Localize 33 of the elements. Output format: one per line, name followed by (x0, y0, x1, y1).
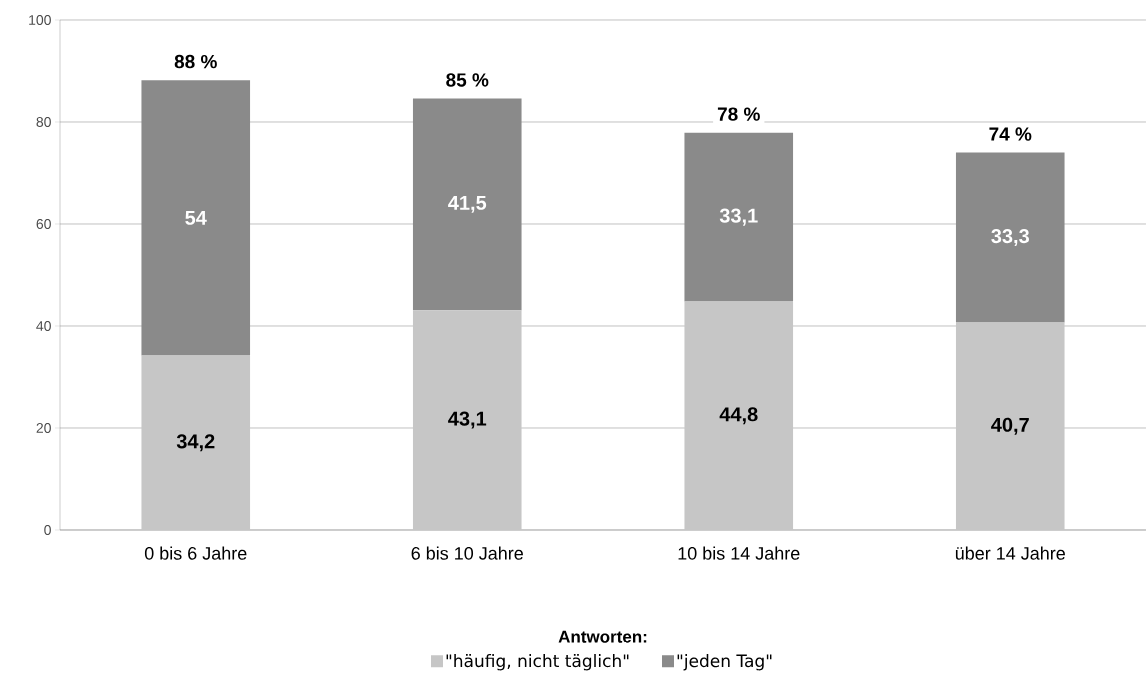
bar (955, 322, 1065, 530)
y-tick-label: 0 (44, 525, 51, 535)
data-label: 44,8 (719, 407, 758, 425)
legend-title: Antworten: (558, 630, 647, 643)
y-tick-label: 80 (36, 117, 51, 127)
total-label: 88 % (174, 54, 217, 69)
y-tick-label: 100 (29, 15, 51, 25)
bar (412, 310, 522, 530)
data-label: 33,1 (719, 208, 758, 226)
data-label: 43,1 (448, 411, 487, 429)
total-label: 85 % (446, 73, 489, 87)
legend-label: "häufig, nicht täglich" (446, 654, 629, 671)
bar (684, 301, 794, 530)
x-tick-label: über 14 Jahre (955, 546, 1065, 560)
data-label: 34,2 (176, 434, 215, 452)
data-label: 54 (185, 210, 207, 225)
x-tick-label: 0 bis 6 Jahre (144, 546, 247, 560)
y-tick-label: 40 (36, 321, 51, 331)
bar (955, 152, 1065, 323)
y-tick-label: 60 (36, 219, 51, 229)
bar (141, 355, 251, 530)
total-label: 74 % (989, 127, 1032, 141)
data-label: 41,5 (448, 195, 487, 213)
bar (141, 80, 251, 356)
x-tick-label: 10 bis 14 Jahre (678, 546, 800, 560)
bar (412, 98, 522, 311)
y-tick-label: 20 (36, 423, 51, 433)
legend-label: "jeden Tag" (677, 654, 772, 671)
total-label: 78 % (717, 107, 760, 121)
data-label: 40,7 (991, 417, 1029, 435)
data-label: 33,3 (991, 228, 1029, 247)
bar (684, 132, 794, 302)
x-tick-label: 6 bis 10 Jahre (411, 546, 523, 560)
